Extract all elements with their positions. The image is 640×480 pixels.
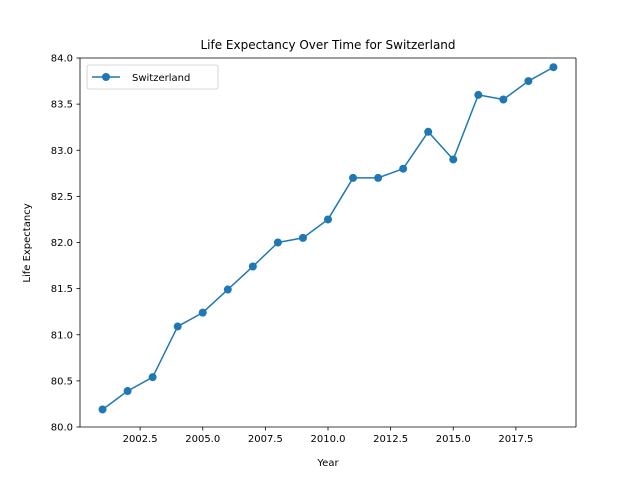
data-point	[349, 173, 358, 182]
legend-swatch-marker	[102, 73, 110, 81]
y-axis-ticks: 80.0 80.5 81.0 81.5 82.0 82.5 83.0 83.5 84.0	[51, 54, 80, 434]
data-point	[298, 233, 307, 242]
data-point	[549, 63, 558, 72]
y-tick-label: 83.5	[51, 100, 73, 111]
data-point	[198, 308, 207, 317]
data-point	[399, 164, 408, 173]
y-tick-label: 82.0	[51, 238, 73, 249]
legend: Switzerland	[86, 64, 219, 90]
chart-title: Life Expectancy Over Time for Switzerlan…	[200, 38, 455, 52]
data-point	[123, 387, 132, 396]
y-tick-label: 82.5	[51, 192, 73, 203]
plot-area	[80, 58, 576, 427]
x-tick-label: 2007.5	[248, 434, 283, 445]
data-point	[223, 285, 232, 294]
y-tick-label: 81.0	[51, 330, 73, 341]
legend-frame	[86, 64, 219, 90]
data-point	[474, 90, 483, 99]
data-point	[98, 405, 107, 414]
data-point	[449, 155, 458, 164]
x-tick-label: 2005.0	[185, 434, 220, 445]
data-point	[173, 322, 182, 331]
x-axis-title: Year	[316, 458, 339, 469]
y-tick-label: 80.0	[51, 423, 73, 434]
data-point	[424, 127, 433, 136]
series-layer	[98, 63, 558, 414]
data-point	[499, 95, 508, 104]
y-tick-label: 83.0	[51, 146, 73, 157]
x-tick-label: 2017.5	[498, 434, 533, 445]
data-point	[148, 373, 157, 382]
axes-frame	[79, 57, 577, 428]
x-tick-label: 2012.5	[373, 434, 408, 445]
data-point	[273, 238, 282, 247]
data-point	[248, 262, 257, 271]
y-axis-title: Life Expectancy	[22, 203, 33, 282]
x-tick-label: 2010.0	[311, 434, 346, 445]
x-tick-label: 2002.5	[123, 434, 158, 445]
data-point	[374, 173, 383, 182]
x-axis-ticks: 2002.5 2005.0 2007.5 2010.0 2012.5 2015.0 2017…	[123, 427, 533, 445]
y-tick-label: 80.5	[51, 376, 73, 387]
legend-label: Switzerland	[132, 73, 190, 84]
data-point	[524, 77, 533, 86]
y-tick-label: 84.0	[51, 54, 73, 65]
y-tick-label: 81.5	[51, 284, 73, 295]
x-tick-label: 2015.0	[436, 434, 471, 445]
data-point	[324, 215, 332, 224]
